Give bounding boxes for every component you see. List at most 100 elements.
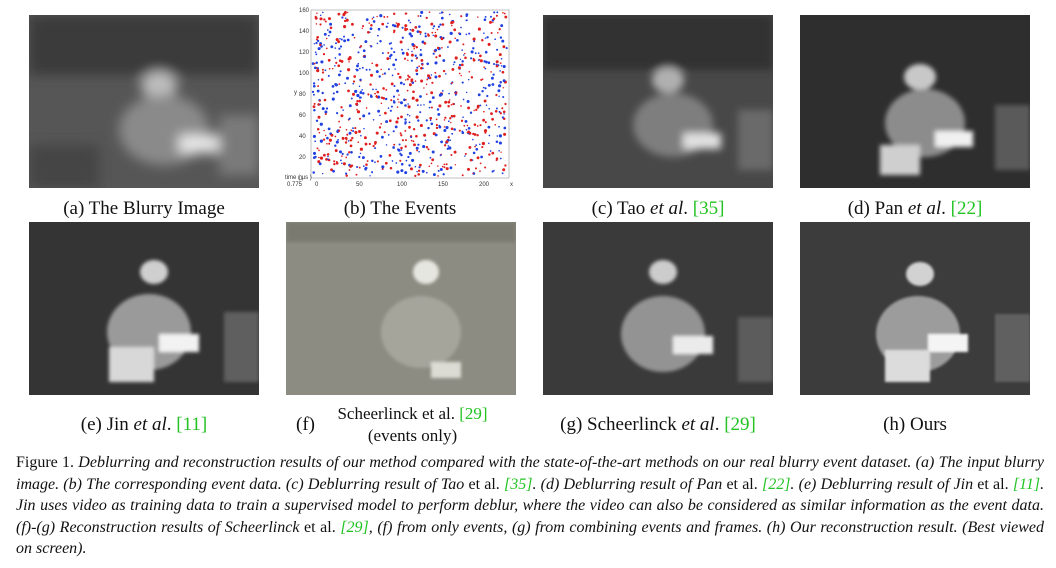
event-point bbox=[499, 36, 503, 39]
event-point bbox=[359, 45, 362, 48]
event-point bbox=[327, 155, 329, 158]
event-point bbox=[403, 98, 406, 102]
event-point bbox=[428, 106, 431, 109]
event-point bbox=[352, 80, 356, 83]
event-point bbox=[328, 34, 330, 37]
event-point bbox=[439, 168, 443, 171]
event-point bbox=[432, 27, 434, 30]
event-point bbox=[398, 101, 400, 103]
event-point bbox=[321, 68, 324, 71]
event-point bbox=[356, 165, 359, 169]
event-point bbox=[454, 37, 457, 40]
event-point bbox=[319, 23, 322, 26]
event-point bbox=[419, 48, 422, 51]
event-point bbox=[417, 143, 420, 146]
event-point bbox=[380, 102, 383, 105]
event-point bbox=[312, 93, 315, 96]
event-point bbox=[484, 87, 487, 90]
event-point bbox=[376, 90, 380, 94]
event-point bbox=[377, 109, 381, 113]
event-point bbox=[365, 68, 368, 71]
event-point bbox=[461, 60, 464, 63]
event-point bbox=[400, 134, 403, 137]
event-point bbox=[479, 59, 483, 63]
caption-g-ref[interactable]: [29] bbox=[724, 414, 756, 435]
event-point bbox=[370, 23, 373, 27]
caption-d-ref[interactable]: [22] bbox=[950, 198, 983, 219]
event-point bbox=[441, 46, 443, 49]
event-point bbox=[419, 33, 422, 36]
event-point bbox=[410, 59, 413, 62]
event-point bbox=[382, 87, 385, 90]
event-point bbox=[331, 85, 335, 88]
event-point bbox=[331, 67, 334, 70]
event-point bbox=[351, 33, 355, 37]
event-point bbox=[356, 93, 360, 98]
event-point bbox=[346, 153, 349, 156]
caption-ref-22[interactable]: [22] bbox=[761, 475, 791, 493]
event-point bbox=[479, 124, 482, 127]
event-point bbox=[444, 100, 448, 104]
event-point bbox=[380, 68, 382, 71]
event-point bbox=[458, 72, 461, 75]
event-point bbox=[435, 126, 439, 130]
event-point bbox=[344, 141, 348, 144]
time-tick-label: 0.775 bbox=[287, 182, 303, 188]
event-point bbox=[317, 103, 321, 106]
event-point bbox=[394, 58, 398, 61]
event-point bbox=[472, 138, 474, 141]
event-point bbox=[394, 125, 398, 129]
event-point bbox=[312, 82, 316, 85]
event-point bbox=[495, 107, 498, 110]
event-point bbox=[426, 78, 429, 81]
y-tick-label: 160 bbox=[299, 8, 310, 14]
y-tick-label: 60 bbox=[299, 113, 306, 119]
event-point bbox=[476, 133, 479, 137]
caption-f-ref[interactable]: [29] bbox=[459, 404, 488, 423]
event-point bbox=[446, 46, 449, 48]
event-point bbox=[380, 122, 383, 125]
event-point bbox=[339, 45, 343, 48]
event-point bbox=[319, 14, 322, 17]
event-point bbox=[428, 76, 432, 80]
event-point bbox=[502, 79, 506, 83]
caption-ref-11[interactable]: [11] bbox=[1012, 475, 1041, 493]
event-point bbox=[483, 66, 485, 68]
event-point bbox=[479, 104, 482, 107]
event-point bbox=[363, 136, 367, 140]
event-point bbox=[332, 169, 335, 173]
event-point bbox=[315, 23, 318, 25]
event-point bbox=[476, 156, 480, 160]
event-point bbox=[422, 67, 424, 70]
event-point bbox=[420, 104, 422, 106]
event-point bbox=[355, 173, 358, 176]
event-point bbox=[369, 83, 372, 86]
caption-c: (c) Tao et al. [35] bbox=[543, 198, 773, 220]
event-point bbox=[319, 103, 322, 106]
caption-e-ref[interactable]: [11] bbox=[176, 414, 208, 435]
event-point bbox=[385, 144, 388, 146]
event-point bbox=[450, 114, 454, 118]
caption-ref-29[interactable]: [29] bbox=[340, 518, 369, 536]
event-point bbox=[452, 114, 456, 118]
event-point bbox=[417, 15, 420, 17]
event-point bbox=[428, 11, 431, 14]
caption-c-ref[interactable]: [35] bbox=[692, 198, 725, 219]
event-point bbox=[501, 39, 505, 43]
event-point bbox=[473, 109, 475, 112]
caption-c-text: (c) Tao bbox=[591, 198, 651, 219]
event-point bbox=[434, 34, 438, 38]
event-point bbox=[344, 82, 347, 85]
tao-result-image bbox=[543, 15, 773, 188]
event-point bbox=[334, 47, 337, 49]
event-point bbox=[500, 58, 503, 60]
event-point bbox=[316, 39, 320, 43]
event-point bbox=[396, 22, 400, 26]
event-point bbox=[379, 114, 381, 117]
event-point bbox=[343, 25, 347, 29]
caption-ref-35[interactable]: [35] bbox=[504, 475, 533, 493]
event-point bbox=[498, 95, 500, 98]
event-point bbox=[499, 157, 502, 160]
caption-c-dot: . bbox=[683, 198, 693, 219]
caption-f-line1: Scheerlinck et al. [29] bbox=[320, 404, 505, 424]
